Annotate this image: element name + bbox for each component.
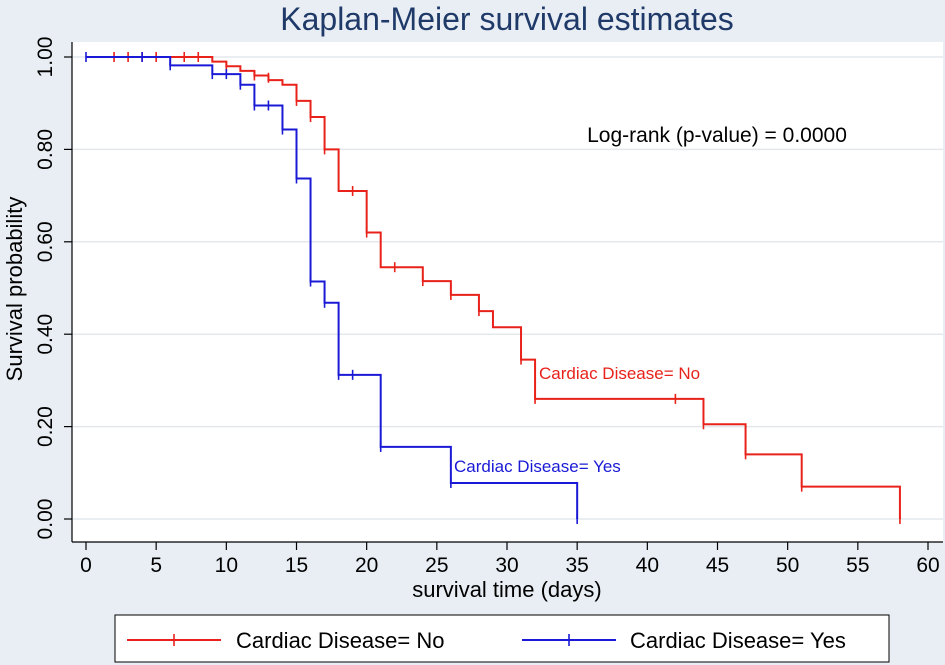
x-tick-label: 55 (846, 554, 869, 577)
x-tick-label: 20 (355, 554, 378, 577)
legend-swatch-yes (522, 634, 616, 646)
x-tick-label: 35 (565, 554, 588, 577)
x-tick-label: 60 (916, 554, 939, 577)
series-label-yes: Cardiac Disease= Yes (454, 457, 621, 476)
series-label-no: Cardiac Disease= No (539, 364, 700, 383)
y-tick-label: 0.00 (34, 499, 57, 540)
grid-lines (72, 56, 943, 520)
x-axis-title: survival time (days) (412, 577, 601, 602)
series-no (86, 52, 901, 524)
y-axis-title: Survival probability (2, 197, 27, 382)
x-tick-label: 45 (706, 554, 729, 577)
y-tick-label: 0.20 (34, 406, 57, 447)
legend: Cardiac Disease= No Cardiac Disease= Yes (114, 614, 890, 663)
series-yes (85, 52, 579, 524)
legend-label-yes: Cardiac Disease= Yes (630, 628, 846, 653)
x-tick-label: 0 (80, 554, 92, 577)
legend-box (114, 614, 890, 663)
legend-label-no: Cardiac Disease= No (236, 628, 444, 653)
x-tick-label: 40 (636, 554, 659, 577)
x-ticks: 0 5 10 15 20 25 30 35 40 45 50 55 60 (80, 542, 940, 577)
y-tick-label: 0.80 (34, 129, 57, 170)
x-tick-label: 30 (495, 554, 518, 577)
x-tick-label: 50 (776, 554, 799, 577)
series-layer (85, 52, 901, 524)
x-tick-label: 5 (150, 554, 162, 577)
x-tick-label: 25 (425, 554, 448, 577)
y-ticks: 0.00 0.20 0.40 0.60 0.80 1.00 (34, 37, 72, 540)
logrank-annotation: Log-rank (p-value) = 0.0000 (587, 124, 847, 147)
x-tick-label: 15 (285, 554, 308, 577)
y-tick-label: 1.00 (34, 37, 57, 78)
legend-swatch-no (127, 634, 221, 646)
x-tick-label: 10 (215, 554, 238, 577)
chart-title: Kaplan-Meier survival estimates (280, 1, 734, 37)
y-tick-label: 0.60 (34, 221, 57, 262)
plot-area (72, 42, 943, 542)
y-tick-label: 0.40 (34, 314, 57, 355)
